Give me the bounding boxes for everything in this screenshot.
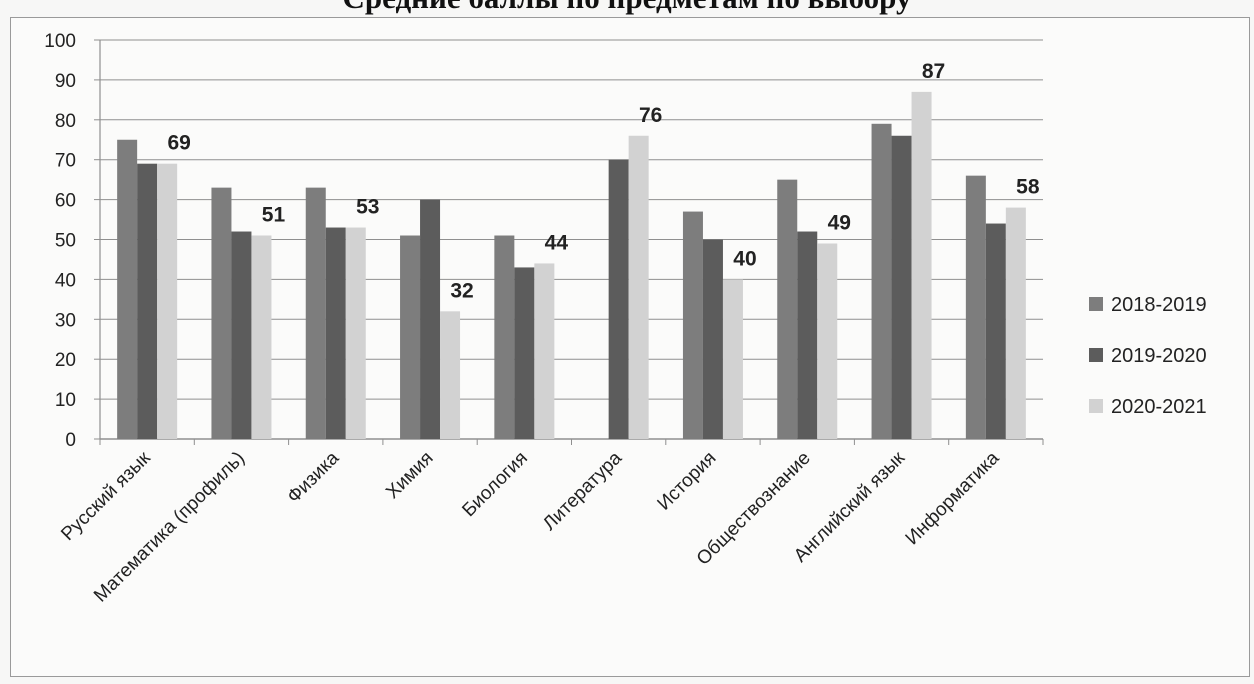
bar <box>514 267 534 439</box>
data-label: 32 <box>450 279 473 302</box>
bar <box>534 263 554 439</box>
bar <box>797 232 817 439</box>
bar <box>609 160 629 439</box>
bar <box>629 136 649 439</box>
x-tick-label: Литература <box>539 447 626 534</box>
bar <box>986 224 1006 439</box>
bar <box>306 188 326 439</box>
bar <box>326 228 346 439</box>
data-label: 69 <box>167 132 190 155</box>
y-tick-label: 20 <box>55 350 76 371</box>
bar <box>1006 208 1026 439</box>
bar <box>777 180 797 439</box>
x-tick-label: Биология <box>458 448 531 521</box>
bar <box>211 188 231 439</box>
x-tick-label: Химия <box>382 448 437 503</box>
y-tick-label: 90 <box>55 71 76 92</box>
x-tick-label: Русский язык <box>57 447 155 545</box>
data-label: 49 <box>828 211 851 234</box>
x-tick-label: Физика <box>283 447 343 507</box>
data-label: 51 <box>262 204 286 227</box>
data-label: 87 <box>922 60 945 83</box>
bars <box>117 92 1026 439</box>
y-tick-label: 0 <box>65 430 76 451</box>
bar <box>346 228 366 439</box>
y-tick-label: 60 <box>55 191 76 212</box>
legend: 2018-2019 2019-2020 2020-2021 <box>1089 294 1207 418</box>
bar <box>817 243 837 439</box>
x-tick-label: Информатика <box>902 447 1004 549</box>
legend-swatch <box>1089 399 1103 413</box>
bar <box>440 311 460 439</box>
bar <box>157 164 177 439</box>
y-tick-label: 30 <box>55 310 76 331</box>
legend-label: 2018-2019 <box>1111 294 1207 316</box>
bar <box>683 212 703 439</box>
bar <box>137 164 157 439</box>
legend-swatch <box>1089 297 1103 311</box>
y-tick-label: 40 <box>55 270 76 291</box>
y-tick-label: 100 <box>44 31 76 52</box>
y-tick-label: 70 <box>55 151 76 172</box>
y-tick-label: 10 <box>55 390 76 411</box>
data-label: 58 <box>1016 176 1040 199</box>
bar <box>892 136 912 439</box>
data-label: 44 <box>545 231 569 254</box>
bar <box>912 92 932 439</box>
bar <box>231 232 251 439</box>
legend-swatch <box>1089 348 1103 362</box>
data-label: 40 <box>733 247 756 270</box>
x-tick-label: История <box>654 448 721 515</box>
y-tick-label: 50 <box>55 231 76 252</box>
bar <box>400 236 420 439</box>
bar <box>251 236 271 439</box>
bar <box>420 200 440 439</box>
bar <box>872 124 892 439</box>
data-label: 76 <box>639 104 662 127</box>
x-tick-label: Математика (профиль) <box>90 448 249 607</box>
legend-label: 2020-2021 <box>1111 396 1207 418</box>
y-tick-label: 80 <box>55 111 76 132</box>
bar <box>703 240 723 440</box>
bar <box>117 140 137 439</box>
legend-label: 2019-2020 <box>1111 345 1207 367</box>
bar <box>966 176 986 439</box>
bar <box>723 279 743 439</box>
y-axis-ticks: 0 10 20 30 40 50 60 70 80 90 100 <box>44 31 76 451</box>
data-label: 53 <box>356 196 379 219</box>
bar <box>494 236 514 439</box>
